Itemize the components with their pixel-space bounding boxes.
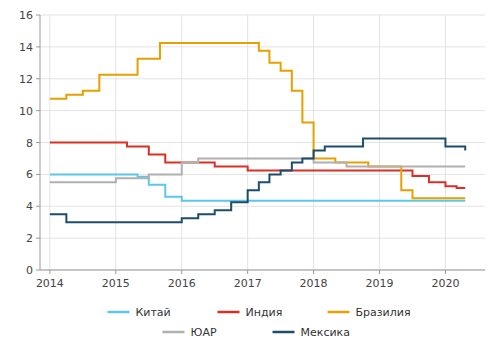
x-tick-label: 2015: [102, 277, 130, 290]
y-tick-label: 0: [26, 264, 33, 277]
x-axis-line: [40, 270, 485, 271]
y-tick-label: 8: [26, 137, 33, 150]
legend-label: Мексика: [301, 326, 350, 339]
legend-swatch: [108, 311, 130, 314]
x-tick: [379, 270, 380, 274]
y-tick-label: 12: [19, 73, 33, 86]
grid-line-x: [379, 15, 380, 270]
grid-line-y: [40, 238, 485, 239]
y-tick: [36, 238, 40, 239]
x-tick: [49, 270, 50, 274]
plot-area: [50, 43, 465, 222]
legend-label: Китай: [136, 306, 171, 319]
grid: [40, 15, 485, 270]
chart: 0 2 4 6 8 10 12 14 16 2014 2015 2016 2017 2018 2019 202…: [0, 0, 500, 360]
y-tick: [36, 110, 40, 111]
y-tick-label: 6: [26, 168, 33, 181]
x-tick-label: 2017: [234, 277, 262, 290]
x-tick: [313, 270, 314, 274]
y-tick: [36, 142, 40, 143]
grid-line-y: [40, 206, 485, 207]
series-line: [50, 174, 465, 200]
x-tick-label: 2020: [431, 277, 459, 290]
legend-swatch: [218, 311, 240, 314]
y-tick: [36, 270, 40, 271]
legend-swatch: [328, 311, 350, 314]
legend-label: Индия: [246, 306, 283, 319]
series-line: [50, 139, 465, 223]
y-tick-label: 16: [19, 9, 33, 22]
grid-line-y: [40, 270, 485, 271]
legend-swatch: [273, 331, 295, 334]
x-tick: [445, 270, 446, 274]
grid-line-x: [247, 15, 248, 270]
y-tick-label: 10: [19, 105, 33, 118]
legend-label: ЮАР: [191, 326, 217, 339]
ticks: 0 2 4 6 8 10 12 14 16 2014 2015 2016 2017 2018 2019 202…: [19, 9, 459, 290]
legend-label: Бразилия: [356, 306, 411, 319]
x-tick-label: 2018: [300, 277, 328, 290]
series-line: [50, 158, 465, 182]
y-tick-label: 14: [19, 41, 33, 54]
y-tick-label: 2: [26, 232, 33, 245]
grid-line-y: [40, 15, 485, 16]
y-tick: [36, 206, 40, 207]
legend-swatch: [163, 331, 185, 334]
x-tick: [115, 270, 116, 274]
y-tick: [36, 174, 40, 175]
x-tick-label: 2014: [36, 277, 64, 290]
grid-line-y: [40, 78, 485, 79]
legend: Китай Индия Бразилия ЮАР Мексика: [108, 306, 411, 339]
grid-line-y: [40, 46, 485, 47]
y-tick: [36, 46, 40, 47]
y-tick: [36, 15, 40, 16]
x-tick-label: 2019: [366, 277, 394, 290]
y-tick-label: 4: [26, 200, 33, 213]
x-tick: [181, 270, 182, 274]
grid-line-y: [40, 110, 485, 111]
x-tick: [247, 270, 248, 274]
y-tick: [36, 78, 40, 79]
x-tick-label: 2016: [168, 277, 196, 290]
series-line: [50, 43, 465, 198]
series-line: [50, 143, 465, 188]
grid-line-x: [181, 15, 182, 270]
